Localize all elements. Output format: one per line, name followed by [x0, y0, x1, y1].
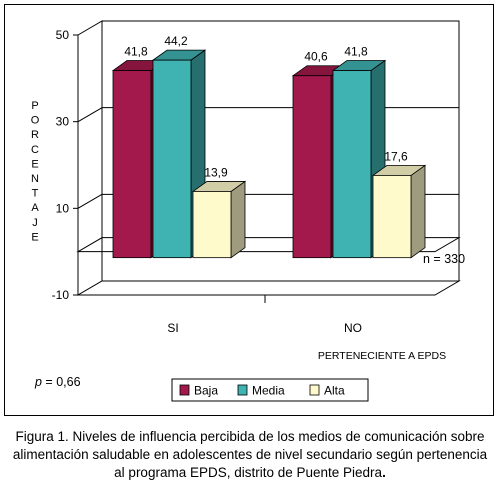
data-label: 13,9: [204, 165, 228, 179]
legend-swatch: [309, 384, 320, 396]
p-annotation: p = 0,66: [34, 375, 81, 389]
x-axis-label: PERTENECIENTE A EPDS: [318, 350, 446, 362]
legend-label: Baja: [194, 384, 218, 398]
bar-side: [230, 180, 246, 259]
bar: [112, 70, 152, 259]
caption-text: Figura 1. Niveles de influencia percibid…: [12, 429, 488, 480]
p-value: = 0,66: [42, 375, 81, 389]
y-tick-label: 50: [56, 28, 70, 42]
legend-swatch: [179, 384, 190, 396]
data-label: 17,6: [384, 149, 408, 163]
legend-box: [171, 378, 369, 402]
p-label: p: [34, 375, 42, 389]
data-label: 44,2: [164, 34, 188, 48]
y-axis-label-letter: J: [32, 217, 38, 229]
data-label: 41,8: [124, 45, 148, 59]
bar: [292, 75, 332, 259]
y-axis-label-letter: O: [31, 115, 40, 127]
y-tick-label: 10: [56, 201, 70, 215]
side-wall: [77, 20, 103, 296]
y-axis-label-letter: A: [31, 202, 39, 214]
y-axis-label-letter: E: [31, 231, 38, 243]
y-axis-label-letter: R: [31, 129, 39, 141]
bar: [372, 174, 412, 259]
legend-label: Alta: [324, 384, 345, 398]
bar-chart: 50 30 10 -10 41,8 44,2 13,9 SI 40,6 41,8 17,6 NO POR…: [31, 20, 465, 402]
y-axis-label-letter: E: [31, 158, 38, 170]
n-annotation: n = 330: [423, 252, 465, 266]
floor: [76, 280, 461, 296]
data-label: 41,8: [344, 45, 368, 59]
chart-frame: 50 30 10 -10 41,8 44,2 13,9 SI 40,6 41,8 17,6 NO P O R…: [4, 4, 494, 416]
bar-side: [410, 164, 426, 259]
caption-end: .: [382, 465, 386, 480]
y-axis-label-letter: C: [31, 144, 39, 156]
y-tick-label: -10: [52, 288, 70, 302]
figure-caption: Figura 1. Niveles de influencia percibid…: [6, 428, 494, 482]
legend-label: Media: [252, 384, 285, 398]
gridline-side: [77, 193, 103, 209]
y-axis-label-letter: T: [32, 188, 39, 200]
category-label: NO: [344, 321, 362, 335]
gridline-side: [77, 107, 103, 123]
y-axis-label-letter: P: [31, 100, 38, 112]
category-label: SI: [167, 321, 178, 335]
y-axis-label-letter: N: [31, 173, 39, 185]
bar: [332, 70, 372, 259]
legend-swatch: [237, 384, 248, 396]
bar: [192, 191, 232, 259]
bar: [152, 59, 192, 259]
y-tick-label: 30: [56, 115, 70, 129]
data-label: 40,6: [304, 50, 328, 64]
